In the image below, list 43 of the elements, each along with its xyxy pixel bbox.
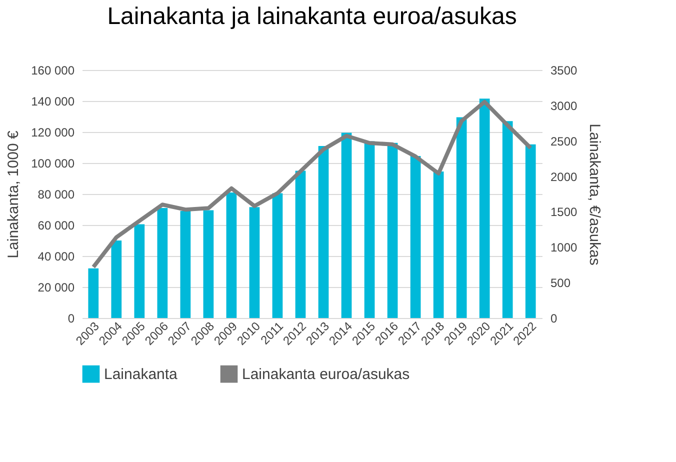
bar xyxy=(180,211,191,318)
bar xyxy=(410,156,421,318)
y-tick-label: 80 000 xyxy=(38,188,75,202)
y2-tick-label: 3000 xyxy=(550,98,578,113)
y-tick-label: 60 000 xyxy=(38,218,75,232)
bar xyxy=(203,210,214,318)
chart-title: Lainakanta ja lainakanta euroa/asukas xyxy=(107,3,517,30)
bar xyxy=(272,193,283,318)
y-tick-label: 40 000 xyxy=(38,250,75,264)
y-tick-label: 140 000 xyxy=(31,94,75,108)
bar xyxy=(249,207,260,318)
y2-tick-label: 2500 xyxy=(550,134,578,148)
bar xyxy=(364,141,375,318)
bar xyxy=(387,142,398,318)
bar xyxy=(111,240,122,318)
y-axis-title: Lainakanta, 1000 € xyxy=(5,130,22,258)
bar xyxy=(456,117,467,318)
y-tick-label: 100 000 xyxy=(31,156,75,170)
y2-tick-label: 1500 xyxy=(550,205,578,220)
line-series xyxy=(91,100,533,269)
y2-axis-title: Lainakanta, €/asukas xyxy=(586,124,604,266)
legend-label: Lainakanta xyxy=(104,366,178,384)
bar xyxy=(502,121,513,318)
bar xyxy=(157,208,168,318)
y2-tick-label: 0 xyxy=(550,312,558,326)
bar xyxy=(295,170,306,318)
bar xyxy=(433,172,444,318)
y2-tick-label: 1000 xyxy=(550,240,578,255)
bar xyxy=(341,132,352,318)
bar xyxy=(134,224,145,318)
y-tick-label: 0 xyxy=(68,312,75,326)
bar xyxy=(226,192,237,318)
bar xyxy=(479,98,490,318)
y-tick-label: 120 000 xyxy=(31,126,75,140)
bar xyxy=(88,268,99,318)
y2-tick-label: 3500 xyxy=(550,64,578,78)
y2-tick-label: 2000 xyxy=(550,170,578,184)
y-tick-label: 160 000 xyxy=(31,64,75,78)
y2-tick-label: 500 xyxy=(550,276,571,290)
bar xyxy=(318,146,329,318)
legend-label: Lainakanta euroa/asukas xyxy=(242,366,410,384)
y-tick-label: 20 000 xyxy=(38,280,75,294)
bar xyxy=(525,144,536,318)
